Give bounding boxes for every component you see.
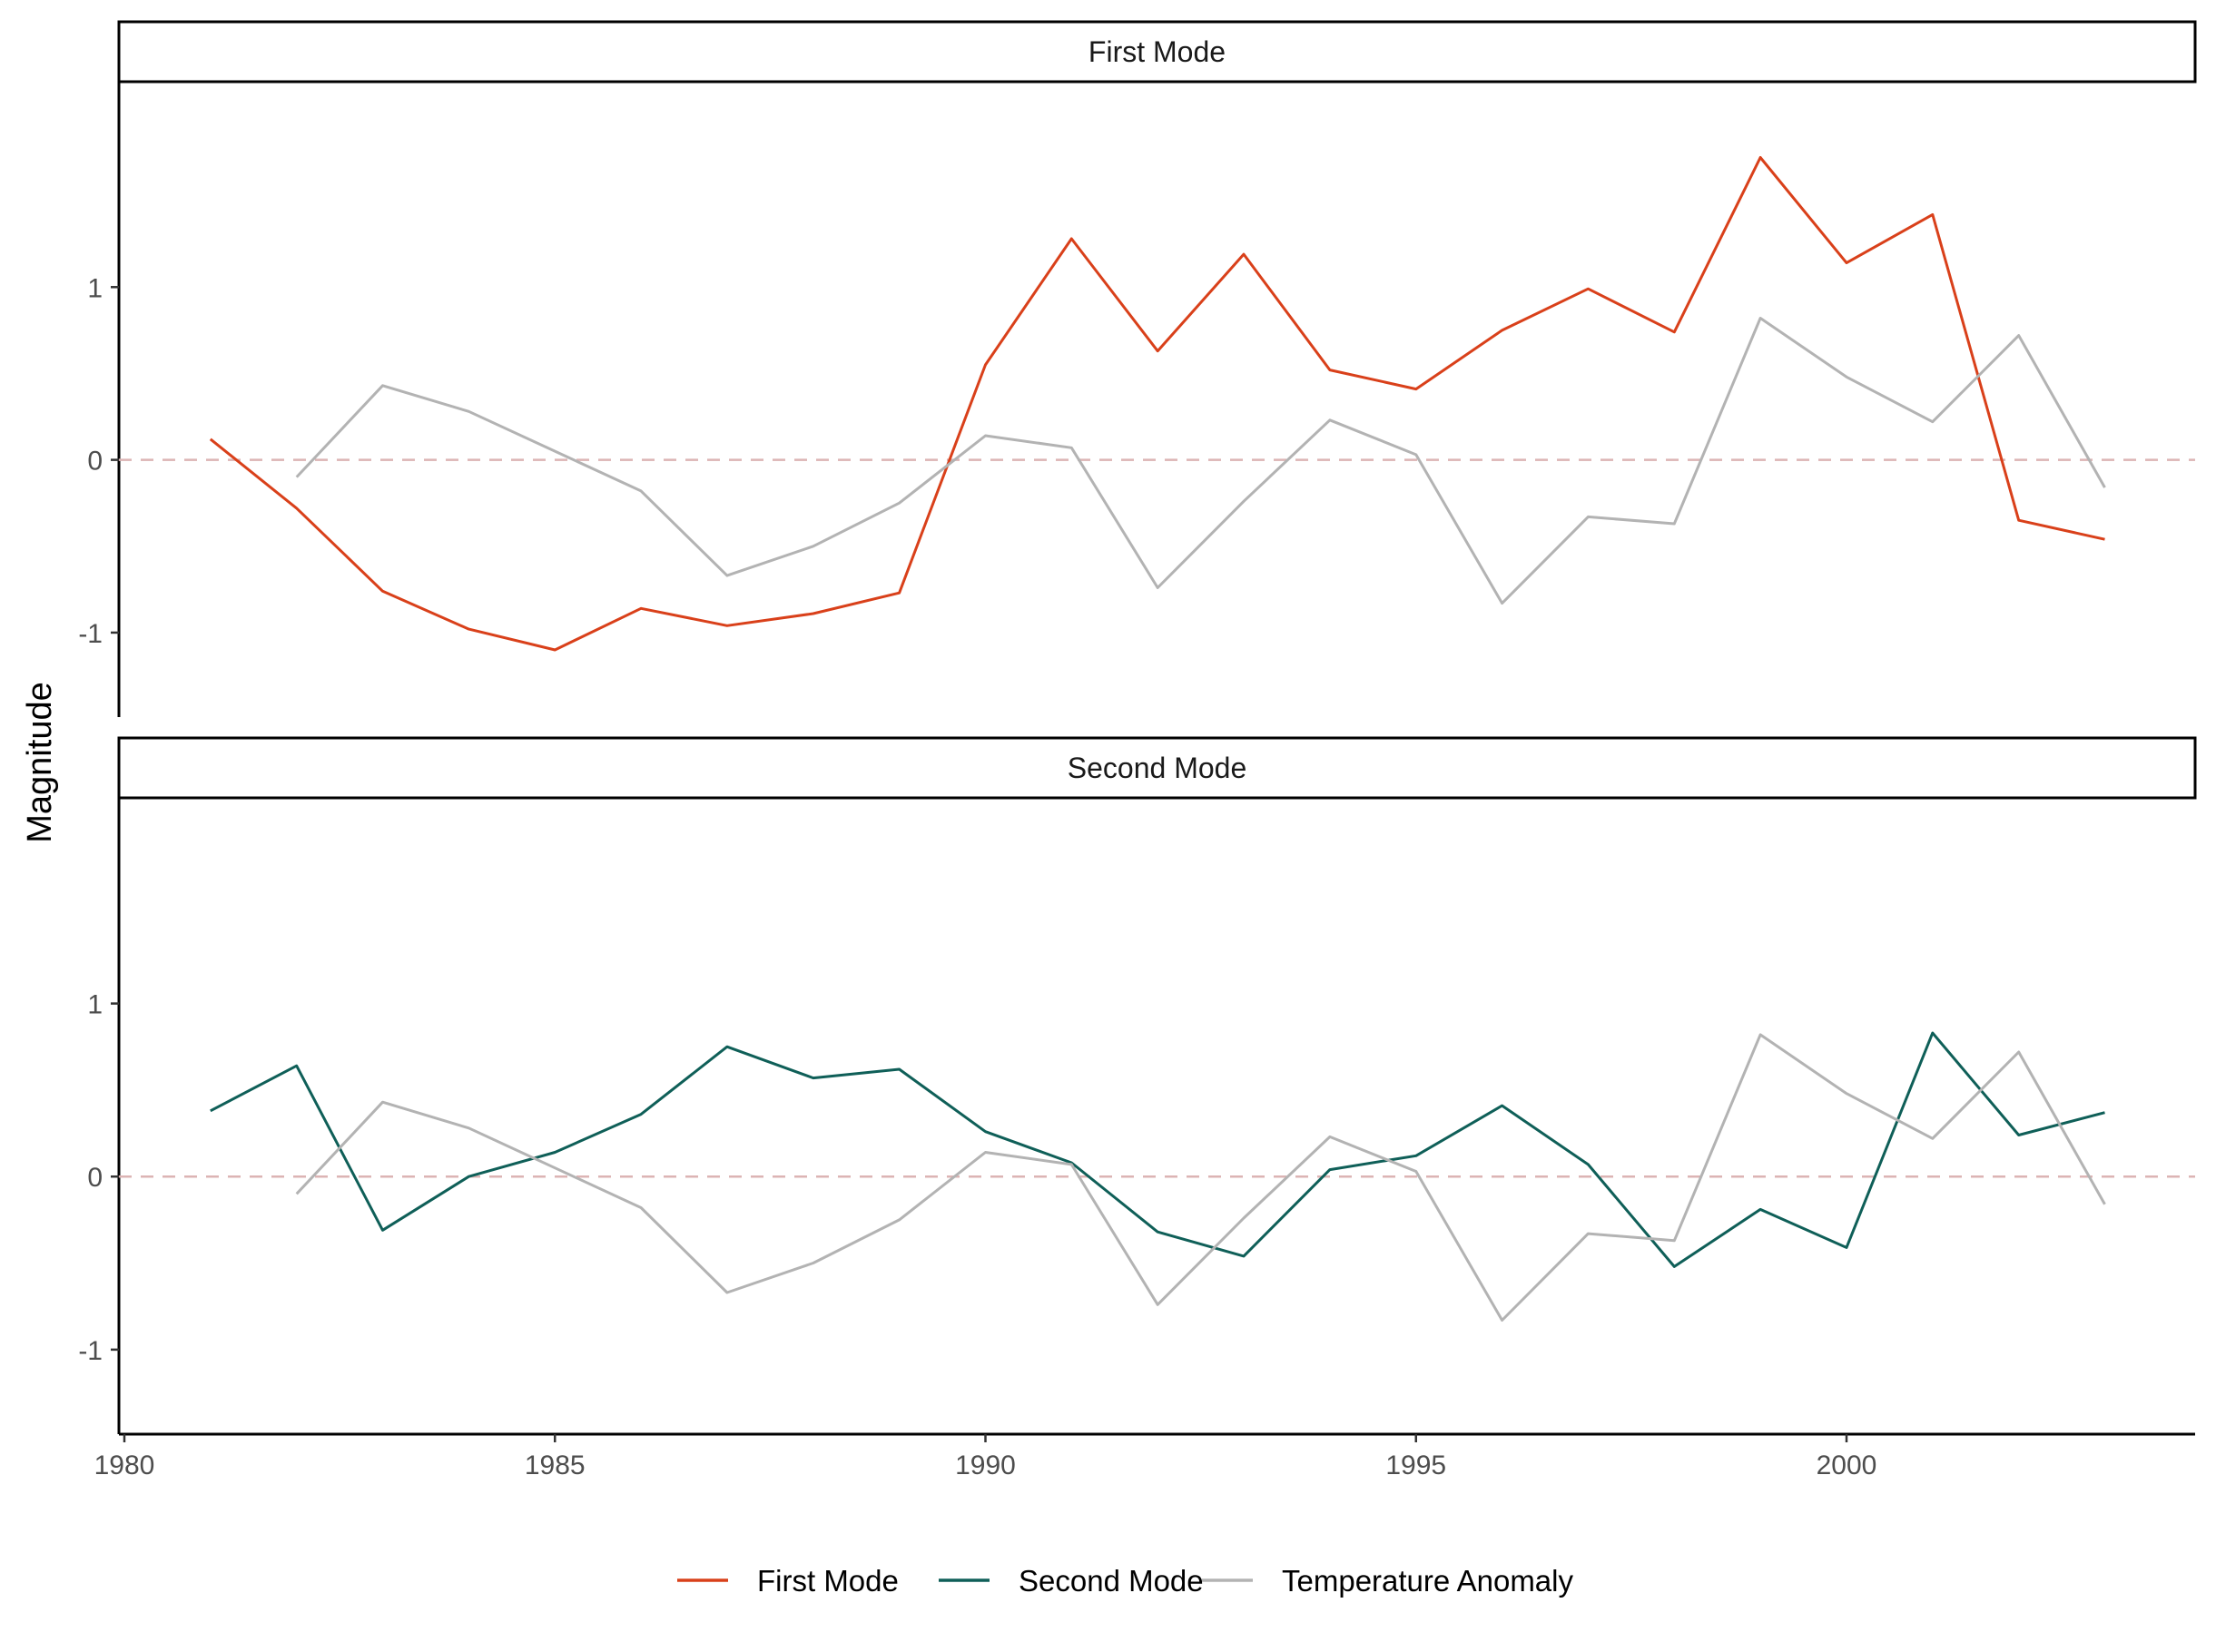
panels-group: First Mode -1 0 1 Second Mode -1 0 1 [78,20,2197,1434]
legend-item-second-mode: Second Mode [939,1564,1204,1598]
series-line-temperature-anomaly [295,1033,2106,1322]
x-tick-label: 1995 [1385,1450,1446,1480]
panel-strip-title: Second Mode [1068,752,1246,784]
y-tick-label: 0 [87,1163,103,1193]
y-axis-title: Magnitude [21,682,59,842]
panel-first-mode: First Mode -1 0 1 [78,20,2197,717]
x-tick-label: 1985 [525,1450,586,1480]
panel-second-mode: Second Mode -1 0 1 [78,736,2197,1434]
panel-strip [117,20,2197,84]
legend: First Mode Second Mode Temperature Anomaly [677,1564,1573,1598]
y-tick-label: 1 [87,990,103,1020]
panel-strip-title: First Mode [1088,35,1226,68]
series-line-second-mode [210,1031,2105,1268]
series-line-first-mode [209,156,2105,652]
legend-item-temperature-anomaly: Temperature Anomaly [1202,1564,1573,1598]
y-tick-label: -1 [78,1336,103,1366]
x-tick-label: 1990 [955,1450,1016,1480]
y-tick-label: 1 [87,273,103,303]
panel-strip [117,736,2197,800]
y-tick-label: -1 [78,619,103,649]
series-line-temperature-anomaly [295,317,2106,605]
legend-label: Temperature Anomaly [1282,1564,1573,1598]
legend-label: First Mode [757,1564,899,1598]
legend-item-first-mode: First Mode [677,1564,899,1598]
x-tick-label: 2000 [1817,1450,1877,1480]
x-tick-label: 1980 [94,1450,155,1480]
legend-label: Second Mode [1019,1564,1204,1598]
y-tick-label: 0 [87,447,103,477]
x-axis: 1980 1985 1990 1995 2000 [94,1432,2195,1480]
